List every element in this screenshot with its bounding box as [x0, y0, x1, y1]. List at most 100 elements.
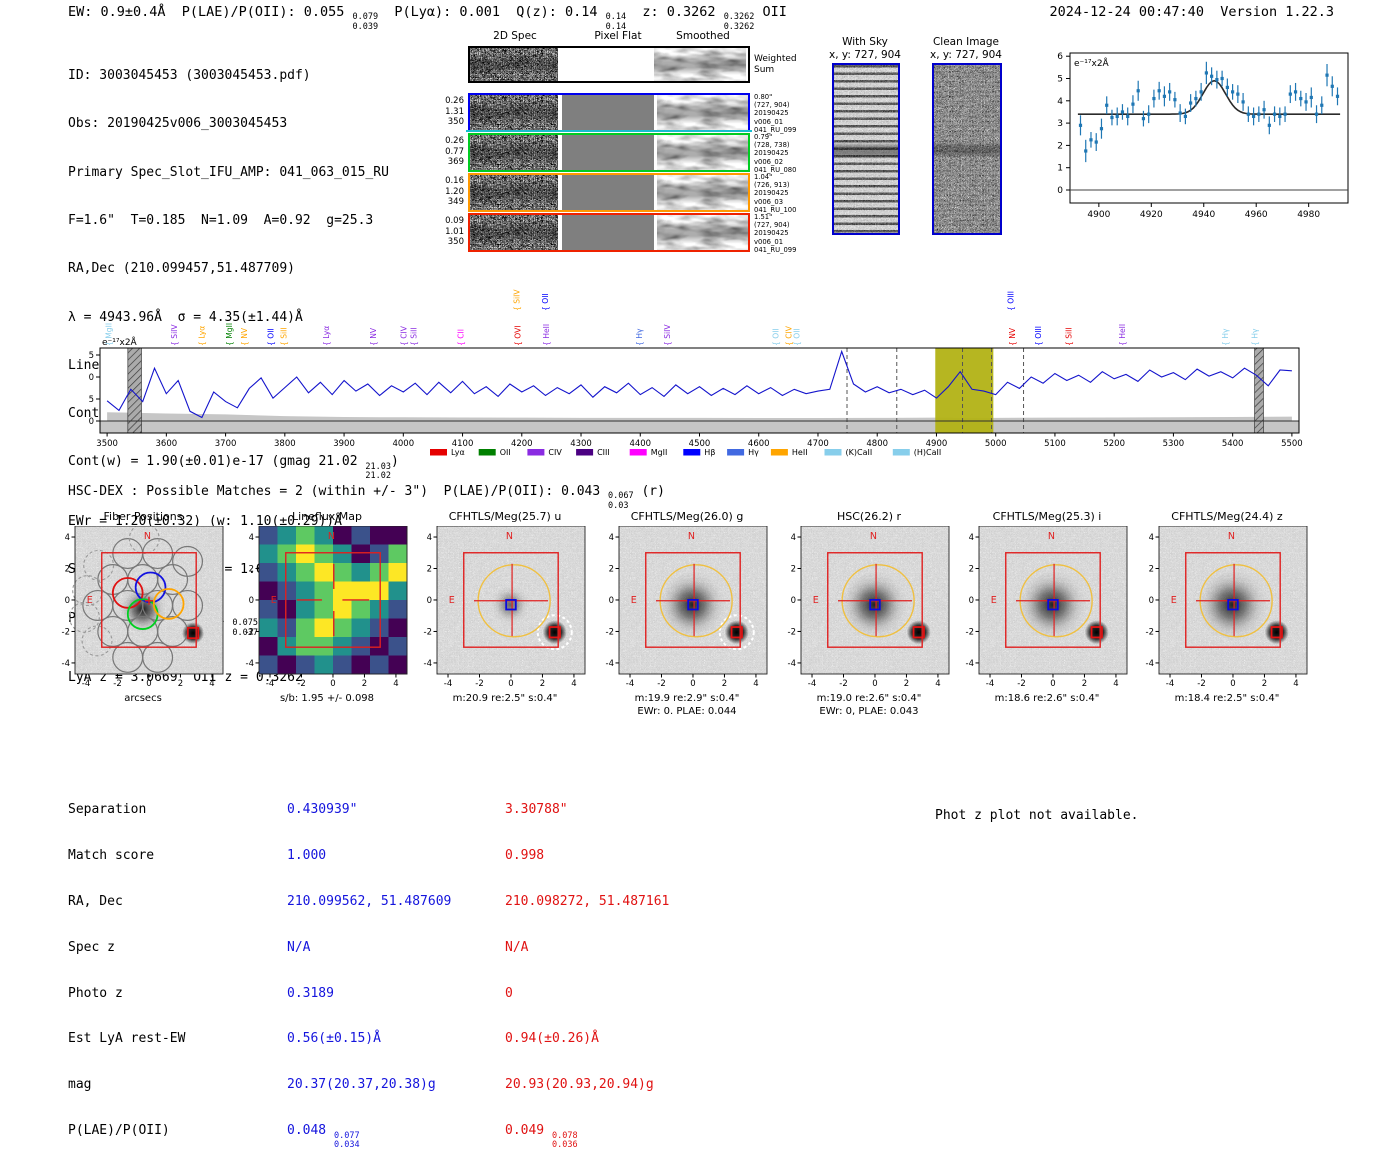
cutout-title: CFHTLS/Meg(24.4) z: [1171, 510, 1283, 523]
svg-text:{ NV: { NV: [1008, 327, 1017, 346]
table-row: P(LAE)/P(OII) 0.048 0.077 0.034 0.049 0.078…: [68, 1123, 578, 1151]
spec2d-fiber-row-1: [468, 93, 750, 132]
svg-text:N: N: [506, 531, 513, 542]
svg-text:-4: -4: [266, 679, 274, 688]
svg-text:{ OIII: { OIII: [1007, 291, 1016, 311]
svg-text:E: E: [813, 595, 819, 606]
cutout-u-band: CFHTLS/Meg(25.7) u N E -4 -4 -2 -2 0 0 2 2 4 4 m:20.9…: [417, 510, 593, 705]
svg-text:4: 4: [393, 679, 398, 688]
cutout-sublabel: m:20.9 re:2.5" s:0.4": [452, 693, 558, 704]
hsc-dex-summary: HSC-DEX : Possible Matches = 2 (within +…: [68, 484, 665, 511]
svg-text:4: 4: [1057, 97, 1063, 107]
svg-text:{ HeII: { HeII: [542, 324, 551, 346]
svg-text:0: 0: [791, 596, 796, 606]
svg-text:4900: 4900: [1087, 210, 1110, 220]
cutout-title: Fiber Positions: [103, 510, 183, 523]
svg-text:{ Hγ: { Hγ: [1221, 328, 1230, 346]
cutout-fiber-positions: Fiber Positions N E -4 -4 -2 -2 0 0 2 2 4 4 arcsecs: [55, 510, 231, 705]
table-row: Photo z 0.3189 0: [68, 985, 513, 1001]
svg-text:-4: -4: [788, 659, 796, 669]
svg-text:0: 0: [146, 679, 151, 688]
svg-text:(K)CaII: (K)CaII: [846, 448, 873, 457]
cutout-i-band: CFHTLS/Meg(25.3) i N E -4 -4 -2 -2 0 0 2 2 4 4 m:18.6…: [959, 510, 1135, 705]
svg-text:N: N: [1228, 531, 1235, 542]
svg-text:{ SiII: { SiII: [409, 327, 418, 346]
svg-text:N: N: [870, 531, 877, 542]
svg-text:4: 4: [1113, 679, 1118, 688]
fiber-row-annotation: 0.80" (727, 904) 20190425 v006_01 041_RU_099: [754, 93, 797, 134]
svg-text:5500: 5500: [1281, 439, 1303, 449]
svg-text:-2: -2: [1197, 679, 1205, 688]
svg-text:-2: -2: [424, 627, 432, 637]
cutout-title: Lineflux Map: [291, 510, 363, 523]
svg-text:5200: 5200: [1103, 439, 1125, 449]
svg-text:4: 4: [753, 679, 758, 688]
svg-text:2: 2: [969, 564, 974, 574]
svg-text:-2: -2: [657, 679, 665, 688]
svg-text:{ Hγ: { Hγ: [635, 328, 644, 346]
svg-text:4600: 4600: [748, 439, 770, 449]
svg-text:0: 0: [1050, 679, 1055, 688]
svg-text:(H)CaII: (H)CaII: [914, 448, 941, 457]
table-row: Spec z N/A N/A: [68, 939, 529, 955]
svg-text:0: 0: [969, 596, 974, 606]
svg-text:CIII: CIII: [597, 448, 610, 457]
cutout-image: N E -4 -4 -2 -2 0 0 2 2 4 4: [1146, 525, 1308, 689]
svg-text:4: 4: [1149, 533, 1154, 543]
cutout-title: HSC(26.2) r: [836, 510, 902, 523]
svg-text:{ SiII: { SiII: [1065, 327, 1074, 346]
svg-text:0: 0: [1149, 596, 1154, 606]
fiber-row-annotation: 1.51" (727, 904) 20190425 v006_01 041_RU_099: [754, 213, 797, 254]
svg-text:-2: -2: [606, 627, 614, 637]
svg-text:-2: -2: [113, 679, 121, 688]
cutout-sublabel: m:19.0 re:2.6" s:0.4": [816, 693, 922, 704]
svg-text:{ OVI: { OVI: [514, 325, 523, 346]
svg-text:-4: -4: [246, 659, 254, 669]
svg-text:2: 2: [722, 679, 727, 688]
svg-text:-2: -2: [839, 679, 847, 688]
svg-text:2: 2: [65, 564, 70, 574]
svg-text:2: 2: [1057, 141, 1063, 151]
fiber-row-weights: 0.16 1.20 349: [445, 176, 464, 207]
spec2d-highlight-line: [466, 130, 752, 132]
svg-text:{ SiII: { SiII: [280, 327, 289, 346]
svg-text:-2: -2: [1146, 627, 1154, 637]
info-line: λ = 4943.96Å σ = 4.35(±1.44)Å: [68, 309, 303, 325]
info-line: RA,Dec (210.099457,51.487709): [68, 261, 295, 277]
svg-text:5.0: 5.0: [88, 373, 94, 383]
cutout-title: CFHTLS/Meg(25.3) i: [992, 510, 1102, 523]
table-row: mag 20.37(20.37,20.38)g 20.93(20.93,20.94)…: [68, 1077, 654, 1093]
svg-text:4: 4: [609, 533, 614, 543]
fiber-row-annotation: 0.79" (728, 738) 20190425 v006_02 041_RU_080: [754, 133, 797, 174]
svg-text:4100: 4100: [452, 439, 474, 449]
cutout-sublabel: m:18.4 re:2.5" s:0.4": [1174, 693, 1280, 704]
svg-text:2: 2: [540, 679, 545, 688]
cutout-sublabel: s/b: 1.95 +/- 0.098: [279, 693, 375, 704]
spec2d-title-smoothed: Smoothed: [676, 30, 730, 42]
svg-text:4940: 4940: [1192, 210, 1215, 220]
cutout-g-band: CFHTLS/Meg(26.0) g N E -4 -4 -2 -2 0 0 2 2 4 4 m:19.9…: [599, 510, 775, 718]
header-summary: EW: 0.9±0.4Å P(LAE)/P(OII): 0.055 0.079 0…: [68, 4, 787, 32]
svg-text:0: 0: [690, 679, 695, 688]
svg-text:4: 4: [65, 533, 70, 543]
svg-text:e⁻¹⁷x2Å: e⁻¹⁷x2Å: [102, 336, 138, 348]
svg-text:7.5: 7.5: [88, 351, 94, 361]
spec2d-title-pixelflat: Pixel Flat: [594, 30, 642, 42]
svg-text:{ SiIV: { SiIV: [170, 324, 179, 346]
svg-text:2: 2: [609, 564, 614, 574]
svg-text:0: 0: [508, 679, 513, 688]
svg-text:-4: -4: [626, 679, 634, 688]
svg-text:-2: -2: [62, 627, 70, 637]
svg-text:{ CIV: { CIV: [784, 325, 793, 346]
spec2d-panel: 2D Spec Pixel Flat Smoothed Weighted Sum …: [440, 30, 810, 256]
svg-text:2: 2: [1082, 679, 1087, 688]
fiber-row-weights: 0.09 1.01 350: [445, 216, 464, 247]
svg-text:{ MgII: { MgII: [104, 323, 113, 346]
with-sky-title: With Sky x, y: 727, 904: [829, 36, 901, 61]
svg-text:OII: OII: [500, 448, 511, 457]
svg-text:-2: -2: [788, 627, 796, 637]
svg-text:Hγ: Hγ: [748, 448, 759, 457]
spec2d-title-2dspec: 2D Spec: [493, 30, 537, 42]
svg-text:{ OII: { OII: [793, 328, 802, 346]
svg-text:3600: 3600: [156, 439, 178, 449]
